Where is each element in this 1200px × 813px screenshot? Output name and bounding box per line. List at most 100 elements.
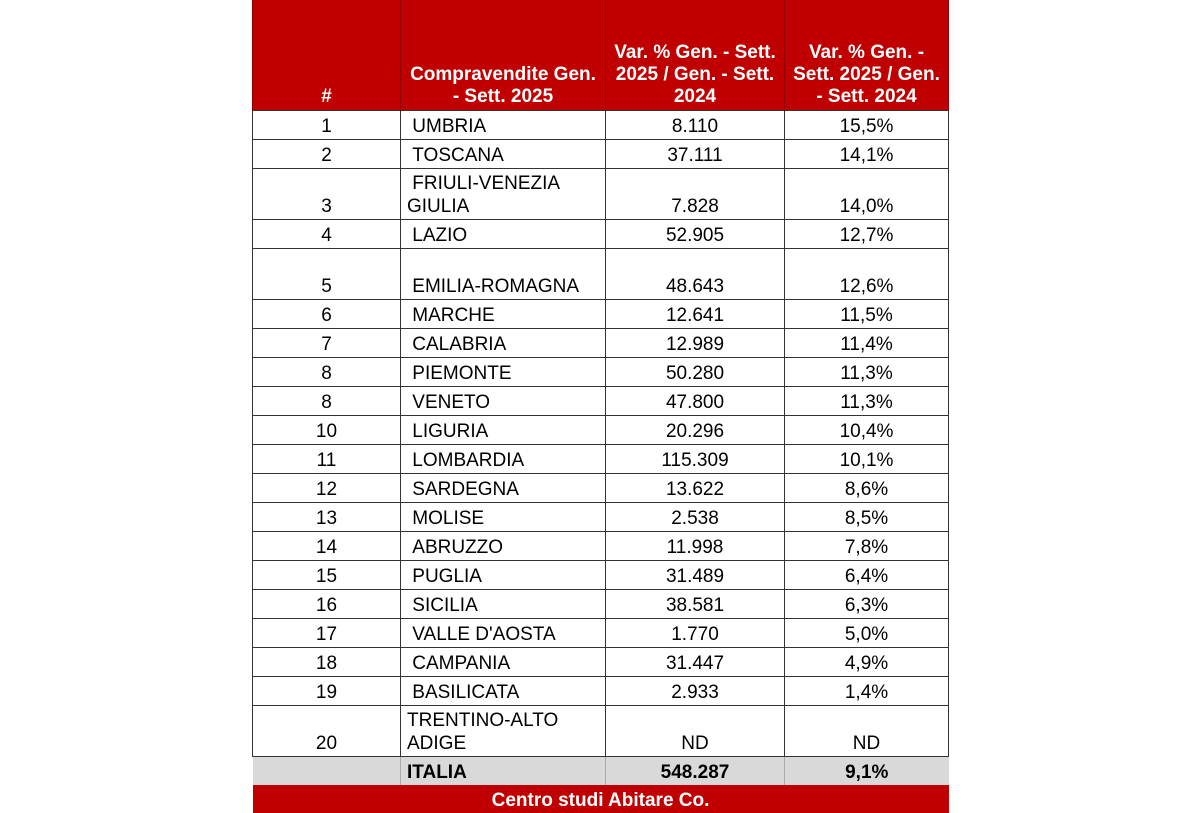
sales-cell: 2.933 bbox=[605, 676, 785, 706]
table-row: 8 VENETO 47.800 11,3% bbox=[252, 386, 949, 416]
rank-cell: 19 bbox=[252, 676, 401, 706]
sales-cell: 37.111 bbox=[605, 139, 785, 169]
var-cell: 12,7% bbox=[784, 219, 949, 249]
rank-cell: 17 bbox=[252, 618, 401, 648]
rank-cell: 11 bbox=[252, 444, 401, 474]
total-sales: 548.287 bbox=[605, 756, 785, 785]
rank-cell: 1 bbox=[252, 110, 401, 140]
sales-cell: 52.905 bbox=[605, 219, 785, 249]
sales-cell: 38.581 bbox=[605, 589, 785, 619]
header-row: # Compravendite Gen. - Sett. 2025 Var. %… bbox=[252, 0, 949, 111]
rank-cell: 7 bbox=[252, 328, 401, 358]
var-cell: 6,3% bbox=[784, 589, 949, 619]
sales-cell: 50.280 bbox=[605, 357, 785, 387]
source-footer-row: Centro studi Abitare Co. bbox=[252, 785, 949, 813]
var-cell: ND bbox=[784, 705, 949, 757]
table-row: 17 VALLE D'AOSTA 1.770 5,0% bbox=[252, 618, 949, 648]
table-row: 11 LOMBARDIA 115.309 10,1% bbox=[252, 444, 949, 474]
sales-cell: 2.538 bbox=[605, 502, 785, 532]
sales-cell: 31.489 bbox=[605, 560, 785, 590]
sales-cell: 12.989 bbox=[605, 328, 785, 358]
rank-cell: 13 bbox=[252, 502, 401, 532]
region-cell: FRIULI-VENEZIA GIULIA bbox=[400, 168, 606, 220]
region-cell: LIGURIA bbox=[400, 415, 606, 445]
header-var-a: Var. % Gen. - Sett. 2025 / Gen. - Sett. … bbox=[605, 0, 785, 111]
rank-cell: 16 bbox=[252, 589, 401, 619]
table-row: 20 TRENTINO-ALTO ADIGE ND ND bbox=[252, 705, 949, 757]
sales-cell: 11.998 bbox=[605, 531, 785, 561]
table-row: 2 TOSCANA 37.111 14,1% bbox=[252, 139, 949, 169]
header-rank: # bbox=[252, 0, 401, 111]
region-cell: PUGLIA bbox=[400, 560, 606, 590]
table-row: 19 BASILICATA 2.933 1,4% bbox=[252, 676, 949, 706]
total-rank bbox=[252, 756, 401, 785]
sales-cell: 31.447 bbox=[605, 647, 785, 677]
var-cell: 1,4% bbox=[784, 676, 949, 706]
var-cell: 10,1% bbox=[784, 444, 949, 474]
table-row: 10 LIGURIA 20.296 10,4% bbox=[252, 415, 949, 445]
sales-cell: ND bbox=[605, 705, 785, 757]
var-cell: 14,1% bbox=[784, 139, 949, 169]
header-var-b: Var. % Gen. - Sett. 2025 / Gen. - Sett. … bbox=[784, 0, 949, 111]
region-cell: LOMBARDIA bbox=[400, 444, 606, 474]
sales-cell: 20.296 bbox=[605, 415, 785, 445]
region-cell: CAMPANIA bbox=[400, 647, 606, 677]
region-cell: SICILIA bbox=[400, 589, 606, 619]
table-row: 16 SICILIA 38.581 6,3% bbox=[252, 589, 949, 619]
table-row: 8 PIEMONTE 50.280 11,3% bbox=[252, 357, 949, 387]
rank-cell: 10 bbox=[252, 415, 401, 445]
regional-sales-table: # Compravendite Gen. - Sett. 2025 Var. %… bbox=[252, 0, 949, 813]
rank-cell: 15 bbox=[252, 560, 401, 590]
region-cell: TOSCANA bbox=[400, 139, 606, 169]
var-cell: 7,8% bbox=[784, 531, 949, 561]
total-row: ITALIA 548.287 9,1% bbox=[252, 756, 949, 785]
region-cell: MOLISE bbox=[400, 502, 606, 532]
rank-cell: 4 bbox=[252, 219, 401, 249]
table-row: 7 CALABRIA 12.989 11,4% bbox=[252, 328, 949, 358]
var-cell: 8,6% bbox=[784, 473, 949, 503]
region-cell: UMBRIA bbox=[400, 110, 606, 140]
var-cell: 11,5% bbox=[784, 299, 949, 329]
rank-cell: 18 bbox=[252, 647, 401, 677]
table-row: 13 MOLISE 2.538 8,5% bbox=[252, 502, 949, 532]
var-cell: 12,6% bbox=[784, 248, 949, 300]
rank-cell: 12 bbox=[252, 473, 401, 503]
rank-cell: 14 bbox=[252, 531, 401, 561]
sales-cell: 48.643 bbox=[605, 248, 785, 300]
total-region: ITALIA bbox=[400, 756, 606, 785]
sales-cell: 115.309 bbox=[605, 444, 785, 474]
region-cell: EMILIA-ROMAGNA bbox=[400, 248, 606, 300]
region-cell: VALLE D'AOSTA bbox=[400, 618, 606, 648]
sales-cell: 7.828 bbox=[605, 168, 785, 220]
source-footer: Centro studi Abitare Co. bbox=[252, 785, 949, 813]
region-cell: BASILICATA bbox=[400, 676, 606, 706]
sales-cell: 8.110 bbox=[605, 110, 785, 140]
var-cell: 14,0% bbox=[784, 168, 949, 220]
region-cell: SARDEGNA bbox=[400, 473, 606, 503]
table-row: 12 SARDEGNA 13.622 8,6% bbox=[252, 473, 949, 503]
sales-cell: 13.622 bbox=[605, 473, 785, 503]
table-row: 5 EMILIA-ROMAGNA 48.643 12,6% bbox=[252, 248, 949, 300]
rank-cell: 8 bbox=[252, 357, 401, 387]
region-cell: TRENTINO-ALTO ADIGE bbox=[400, 705, 606, 757]
rank-cell: 8 bbox=[252, 386, 401, 416]
var-cell: 11,4% bbox=[784, 328, 949, 358]
var-cell: 5,0% bbox=[784, 618, 949, 648]
table-row: 4 LAZIO 52.905 12,7% bbox=[252, 219, 949, 249]
rank-cell: 6 bbox=[252, 299, 401, 329]
var-cell: 10,4% bbox=[784, 415, 949, 445]
rank-cell: 2 bbox=[252, 139, 401, 169]
var-cell: 4,9% bbox=[784, 647, 949, 677]
var-cell: 8,5% bbox=[784, 502, 949, 532]
table-row: 15 PUGLIA 31.489 6,4% bbox=[252, 560, 949, 590]
var-cell: 15,5% bbox=[784, 110, 949, 140]
region-cell: MARCHE bbox=[400, 299, 606, 329]
region-cell: PIEMONTE bbox=[400, 357, 606, 387]
rank-cell: 5 bbox=[252, 248, 401, 300]
table-row: 3 FRIULI-VENEZIA GIULIA 7.828 14,0% bbox=[252, 168, 949, 220]
total-var: 9,1% bbox=[784, 756, 949, 785]
table-row: 18 CAMPANIA 31.447 4,9% bbox=[252, 647, 949, 677]
sales-cell: 1.770 bbox=[605, 618, 785, 648]
table-row: 6 MARCHE 12.641 11,5% bbox=[252, 299, 949, 329]
region-cell: ABRUZZO bbox=[400, 531, 606, 561]
